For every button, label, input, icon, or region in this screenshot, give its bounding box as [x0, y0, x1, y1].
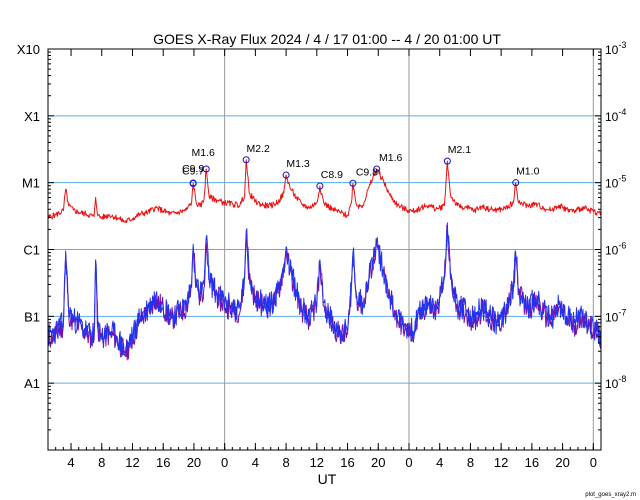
right-axis-exponent: -7: [618, 307, 626, 317]
flare-marker: [282, 171, 290, 179]
short-channel-layer: [47, 222, 602, 361]
flare-label: M1.0: [516, 166, 540, 178]
short-channel-line: [47, 222, 602, 356]
x-tick-label: 12: [125, 455, 139, 470]
left-axis-label: X1: [24, 109, 40, 124]
flare-marker: [189, 179, 197, 187]
left-axis-label: B1: [24, 309, 40, 324]
flare-label: M2.1: [448, 144, 472, 156]
x-tick-label: 0: [221, 455, 228, 470]
x-tick-label: 4: [436, 455, 443, 470]
x-tick-label: 4: [67, 455, 74, 470]
right-axis-exponent: -8: [618, 374, 626, 384]
flare-label: M1.6: [379, 152, 403, 164]
x-tick-label: 16: [340, 455, 354, 470]
x-tick-label: 4: [252, 455, 259, 470]
x-tick-label: 12: [494, 455, 508, 470]
chart-title: GOES X-Ray Flux 2024 / 4 / 17 01:00 -- 4…: [153, 31, 501, 47]
flare-label: M1.6: [192, 147, 216, 159]
x-tick-label: 8: [98, 455, 105, 470]
x-tick-label: 20: [187, 455, 201, 470]
left-axis-label: M1: [22, 176, 40, 191]
left-axis-label: A1: [24, 376, 40, 391]
credit-text: plot_goes_xray2.m: [585, 492, 636, 498]
flare-marker: [349, 179, 357, 187]
flare-label: C9.9: [182, 163, 204, 175]
x-tick-label: 0: [590, 455, 597, 470]
x-tick-label: 12: [310, 455, 324, 470]
flare-marker: [242, 156, 250, 164]
right-axis-exponent: -6: [618, 241, 626, 251]
flare-label: M1.3: [286, 158, 310, 170]
x-tick-label: 16: [156, 455, 170, 470]
flare-marker: [373, 165, 381, 173]
long-channel-line: [47, 159, 602, 223]
x-tick-label: 20: [555, 455, 569, 470]
flare-label: C8.9: [321, 169, 343, 181]
flare-annotations: C9.7C9.9M1.6 M2.2M1.3C8.9 C9.8M1.6M2.1M1.0: [182, 143, 540, 190]
right-axis-exponent: -4: [618, 107, 626, 117]
left-axis-label: C1: [23, 243, 40, 258]
flare-marker: [512, 179, 520, 187]
flare-marker: [202, 165, 210, 173]
right-axis-exponent: -5: [618, 174, 626, 184]
flare-label: C9.7: [182, 166, 204, 178]
x-tick-label: 0: [405, 455, 412, 470]
x-tick-label: 8: [467, 455, 474, 470]
right-axis-exponent: -3: [618, 40, 626, 50]
day-divider-lines: [224, 49, 594, 450]
x-tick-label: 16: [525, 455, 539, 470]
flare-label: C9.8: [356, 166, 378, 178]
x-tick-label: 20: [371, 455, 385, 470]
flare-marker: [316, 182, 324, 190]
long-channel-layer: [47, 159, 602, 223]
x-tick-label: 8: [282, 455, 289, 470]
x-axis-label: UT: [318, 471, 337, 487]
flare-marker: [443, 157, 451, 165]
flare-label: M2.2: [246, 143, 270, 155]
left-axis-label: X10: [17, 42, 40, 57]
